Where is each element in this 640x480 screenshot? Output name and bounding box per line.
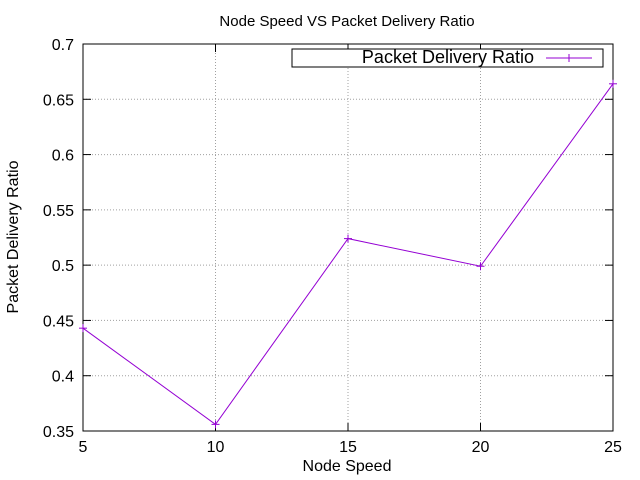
chart-title: Node Speed VS Packet Delivery Ratio bbox=[219, 13, 474, 30]
x-tick-label: 10 bbox=[207, 439, 225, 456]
x-axis-label: Node Speed bbox=[303, 458, 392, 475]
y-tick-label: 0.4 bbox=[52, 369, 74, 386]
y-tick-label: 0.55 bbox=[43, 203, 74, 220]
y-tick-label: 0.6 bbox=[52, 148, 74, 165]
legend-box bbox=[291, 48, 604, 68]
y-tick-label: 0.35 bbox=[43, 424, 74, 441]
y-tick-label: 0.7 bbox=[52, 37, 74, 54]
grid bbox=[83, 44, 613, 431]
x-tick-label: 5 bbox=[79, 439, 88, 456]
x-tick-label: 15 bbox=[339, 439, 357, 456]
legend-label: Packet Delivery Ratio bbox=[362, 47, 534, 67]
legend-marker-plus bbox=[565, 54, 573, 62]
y-tick-label: 0.45 bbox=[43, 313, 74, 330]
series-layer bbox=[79, 79, 617, 429]
y-axis-ticks: 0.35 0.4 0.45 0.5 0.55 0.6 0.65 0.7 bbox=[43, 37, 613, 441]
x-axis-ticks: 5 10 15 20 25 bbox=[79, 44, 622, 456]
data-point-marker bbox=[344, 234, 352, 243]
data-point-marker bbox=[609, 79, 617, 88]
y-axis-label: Packet Delivery Ratio bbox=[5, 160, 22, 313]
x-tick-label: 25 bbox=[604, 439, 622, 456]
data-point-marker bbox=[79, 324, 87, 333]
legend: Packet Delivery Ratio bbox=[291, 47, 604, 68]
legend-marker bbox=[565, 54, 573, 62]
x-tick-label: 20 bbox=[472, 439, 490, 456]
data-point-marker bbox=[211, 420, 220, 429]
y-tick-label: 0.5 bbox=[52, 258, 74, 275]
y-tick-label: 0.65 bbox=[43, 92, 74, 109]
data-point-marker bbox=[476, 262, 485, 271]
